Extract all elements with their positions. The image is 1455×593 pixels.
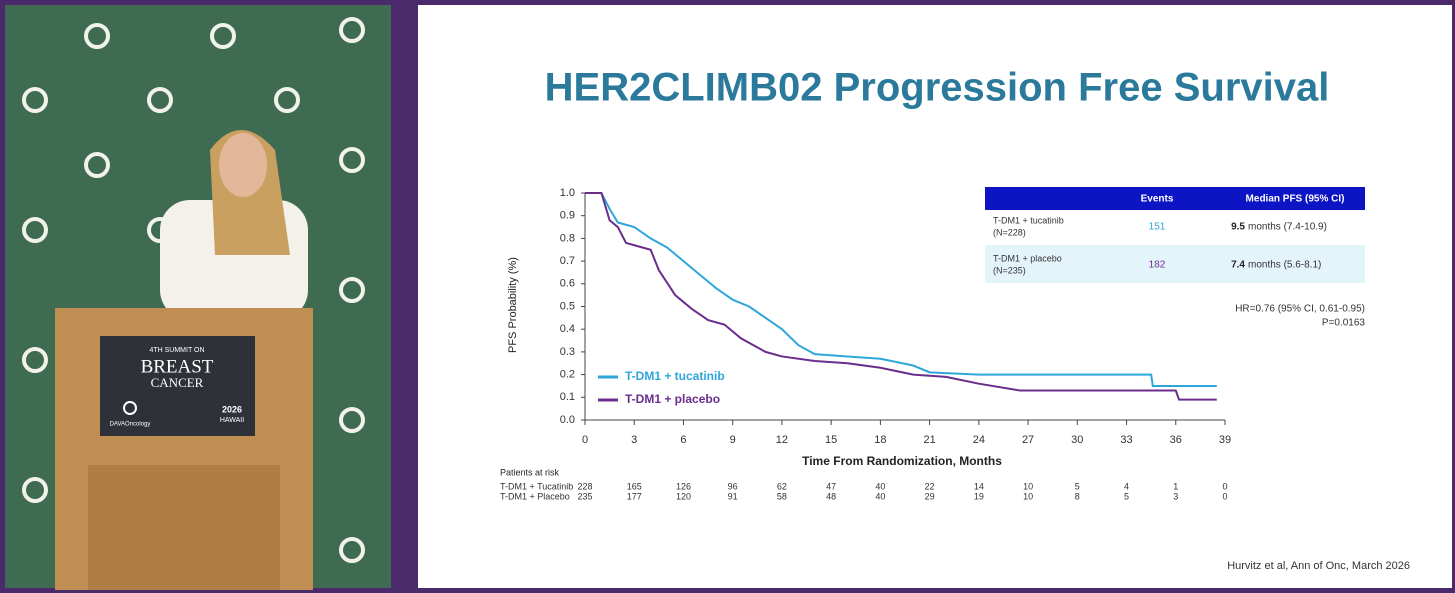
survival-curve xyxy=(585,192,1217,401)
y-tick-label: 0.0 xyxy=(560,414,575,426)
slide-title: HER2CLIMB02 Progression Free Survival xyxy=(545,66,1330,110)
row-median: 9.5 xyxy=(1231,222,1245,233)
at-risk-name: T-DM1 + Placebo xyxy=(500,491,570,501)
x-tick-label: 12 xyxy=(776,434,788,446)
x-tick-label: 30 xyxy=(1071,434,1083,446)
at-risk-count: 40 xyxy=(875,481,885,491)
row-name: T-DM1 + tucatinib xyxy=(993,215,1064,225)
at-risk-count: 235 xyxy=(577,491,592,501)
at-risk-count: 126 xyxy=(676,481,691,491)
backdrop-logos xyxy=(22,17,365,563)
at-risk-count: 120 xyxy=(676,491,691,501)
at-risk-count: 1 xyxy=(1173,481,1178,491)
x-tick-label: 15 xyxy=(825,434,837,446)
y-tick-label: 0.3 xyxy=(560,346,575,358)
sign-text: 4TH SUMMIT ON xyxy=(149,347,204,354)
at-risk-count: 165 xyxy=(627,481,642,491)
y-tick-label: 0.4 xyxy=(560,323,575,335)
at-risk-count: 62 xyxy=(777,481,787,491)
table-header-cell: Events xyxy=(1141,194,1174,205)
sign-text: BREAST xyxy=(141,356,214,377)
at-risk-count: 58 xyxy=(777,491,787,501)
at-risk-name: T-DM1 + Tucatinib xyxy=(500,481,573,491)
row-ci: months (7.4-10.9) xyxy=(1248,222,1327,233)
at-risk-count: 48 xyxy=(826,491,836,501)
table-row-bg xyxy=(985,245,1365,283)
speaker-face xyxy=(219,133,267,197)
x-tick-label: 36 xyxy=(1170,434,1182,446)
y-tick-label: 0.2 xyxy=(560,369,575,381)
at-risk-count: 10 xyxy=(1023,481,1033,491)
at-risk-label: Patients at risk xyxy=(500,467,560,477)
sign-text: HAWAII xyxy=(220,417,244,424)
y-tick-label: 0.6 xyxy=(560,278,575,290)
legend-label: T-DM1 + tucatinib xyxy=(625,369,725,383)
at-risk-count: 10 xyxy=(1023,491,1033,501)
y-tick-label: 0.9 xyxy=(560,210,575,222)
at-risk-count: 22 xyxy=(925,481,935,491)
sign-text: 2026 xyxy=(222,404,242,414)
row-n: (N=228) xyxy=(993,227,1026,237)
row-name: T-DM1 + placebo xyxy=(993,253,1062,263)
table-header-cell: Median PFS (95% CI) xyxy=(1246,194,1345,205)
row-ci: months (5.6-8.1) xyxy=(1248,260,1321,271)
x-axis-label: Time From Randomization, Months xyxy=(802,454,1002,468)
at-risk-count: 40 xyxy=(875,491,885,501)
y-tick-label: 0.7 xyxy=(560,255,575,267)
podium-panel xyxy=(88,465,280,590)
x-tick-label: 18 xyxy=(874,434,886,446)
x-tick-label: 33 xyxy=(1120,434,1132,446)
x-tick-label: 3 xyxy=(631,434,637,446)
p-text: P=0.0163 xyxy=(1322,318,1366,329)
x-tick-label: 9 xyxy=(730,434,736,446)
sign-text: CANCER xyxy=(151,375,204,390)
y-tick-label: 0.8 xyxy=(560,232,575,244)
row-events: 151 xyxy=(1149,222,1166,233)
at-risk-count: 91 xyxy=(728,491,738,501)
hr-text: HR=0.76 (95% CI, 0.61-0.95) xyxy=(1235,304,1365,315)
sign-logo xyxy=(123,401,137,415)
y-tick-label: 0.1 xyxy=(560,391,575,403)
x-tick-label: 39 xyxy=(1219,434,1231,446)
survival-curve xyxy=(585,192,1217,387)
at-risk-count: 3 xyxy=(1173,491,1178,501)
legend-label: T-DM1 + placebo xyxy=(625,392,720,406)
at-risk-count: 5 xyxy=(1124,491,1129,501)
sign-text: DAVAOncology xyxy=(110,422,151,428)
at-risk-count: 4 xyxy=(1124,481,1129,491)
at-risk-count: 47 xyxy=(826,481,836,491)
at-risk-count: 29 xyxy=(925,491,935,501)
row-median: 7.4 xyxy=(1231,260,1245,271)
at-risk-count: 0 xyxy=(1222,491,1227,501)
x-tick-label: 21 xyxy=(923,434,935,446)
row-n: (N=235) xyxy=(993,265,1026,275)
x-tick-label: 6 xyxy=(680,434,686,446)
podium-sign xyxy=(100,336,255,436)
table-header xyxy=(985,187,1365,210)
x-tick-label: 0 xyxy=(582,434,588,446)
at-risk-count: 8 xyxy=(1075,491,1080,501)
y-axis-label: PFS Probability (%) xyxy=(507,257,519,353)
at-risk-count: 177 xyxy=(627,491,642,501)
row-events: 182 xyxy=(1149,260,1166,271)
x-tick-label: 27 xyxy=(1022,434,1034,446)
at-risk-count: 0 xyxy=(1222,481,1227,491)
at-risk-count: 14 xyxy=(974,481,984,491)
at-risk-count: 228 xyxy=(577,481,592,491)
y-tick-label: 1.0 xyxy=(560,187,575,199)
at-risk-count: 5 xyxy=(1075,481,1080,491)
x-tick-label: 24 xyxy=(973,434,985,446)
at-risk-count: 19 xyxy=(974,491,984,501)
slide xyxy=(418,5,1452,588)
y-tick-label: 0.5 xyxy=(560,300,575,312)
citation: Hurvitz et al, Ann of Onc, March 2026 xyxy=(1227,560,1410,572)
at-risk-count: 96 xyxy=(728,481,738,491)
